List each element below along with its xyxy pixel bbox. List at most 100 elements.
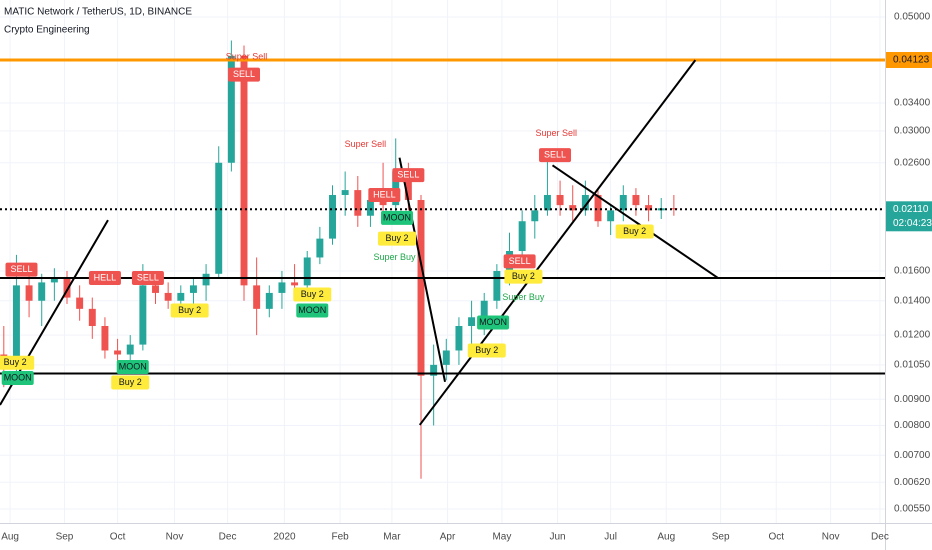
- y-tick-label: 0.01200: [894, 330, 931, 341]
- candle-body: [442, 350, 450, 365]
- candle-body: [468, 317, 476, 327]
- signal-box: [503, 254, 536, 269]
- signal-label: SELL: [10, 264, 32, 274]
- signal-box: [116, 360, 149, 375]
- trendline: [398, 157, 447, 383]
- x-tick-label: Oct: [768, 532, 784, 543]
- signal-box: [170, 303, 209, 318]
- y-tick-label: 0.00550: [894, 504, 931, 515]
- x-tick-label: Apr: [440, 532, 456, 543]
- signal-box: [377, 231, 416, 246]
- signal-label: Buy 2: [385, 233, 408, 243]
- candle-body: [227, 55, 235, 163]
- candle-body: [354, 190, 362, 216]
- signal-label: Super Sell: [345, 139, 387, 149]
- signal-label: SELL: [509, 256, 531, 266]
- signal-label: Buy 2: [475, 345, 498, 355]
- signal-box: [131, 271, 164, 286]
- signal-label: Super Sell: [226, 51, 268, 61]
- candle-body: [76, 297, 84, 309]
- x-tick-label: Jun: [549, 532, 565, 543]
- candle-body: [455, 326, 463, 351]
- candle-body: [480, 300, 488, 318]
- candle-body: [581, 194, 589, 211]
- candle-body: [139, 285, 147, 345]
- candle-body: [303, 257, 311, 286]
- candle-body: [164, 292, 172, 301]
- signal-box: [1, 370, 34, 385]
- candle-body: [202, 273, 210, 286]
- candle-body: [493, 270, 501, 301]
- signal-label: HELL: [373, 189, 396, 199]
- candle-body: [177, 292, 185, 301]
- signal-label: HELL: [94, 272, 117, 282]
- signal-box: [293, 287, 332, 302]
- signal-label: SELL: [397, 169, 419, 179]
- y-tick-label: 0.03000: [894, 126, 931, 137]
- signal-label: Buy 2: [119, 377, 142, 387]
- signal-box: [477, 315, 510, 330]
- candle-body: [278, 282, 286, 293]
- candle-body: [152, 285, 159, 293]
- candle-body: [632, 194, 640, 206]
- candle-body: [556, 194, 564, 206]
- x-tick-label: Nov: [822, 532, 840, 543]
- x-tick-label: Feb: [331, 532, 349, 543]
- y-tick-label: 0.00620: [894, 477, 931, 488]
- candle-body: [50, 278, 58, 283]
- candle-body: [329, 194, 336, 239]
- candle-body: [126, 344, 134, 355]
- candle-body: [518, 221, 526, 252]
- signal-box: [111, 375, 150, 390]
- axes: 0.00550 0.00620 0.00700 0.00800 0.00900 0.010…: [1, 12, 932, 543]
- candle-body: [379, 199, 387, 206]
- signal-label: Buy 2: [4, 357, 27, 367]
- candle-body: [114, 350, 122, 355]
- y-tick-label: 0.00800: [894, 420, 931, 431]
- signal-box: [504, 269, 543, 284]
- signal-label: Super Buy: [373, 252, 416, 262]
- signal-label: MOON: [4, 372, 32, 382]
- x-tick-label: Oct: [110, 532, 126, 543]
- candle-body: [404, 171, 412, 200]
- candle-body: [417, 199, 425, 376]
- last-price-marker: [886, 201, 932, 232]
- signal-label: MOON: [383, 212, 411, 222]
- candle-body: [430, 364, 438, 376]
- y-tick-label: 0.05000: [894, 12, 931, 23]
- candle-body: [189, 285, 197, 293]
- candle-body: [670, 208, 678, 210]
- x-tick-label: Sep: [712, 532, 730, 543]
- x-tick-label: 2020: [273, 532, 296, 543]
- signal-box: [539, 148, 572, 163]
- candle-body: [569, 205, 577, 211]
- candle-body: [531, 210, 539, 222]
- candle-body: [316, 238, 324, 258]
- signal-label: SELL: [137, 272, 159, 282]
- candle-body: [25, 285, 33, 301]
- candle-body: [543, 194, 551, 211]
- y-tick-label: 0.02600: [894, 157, 931, 168]
- last-price-label: 0.02110: [893, 204, 929, 215]
- x-tick-label: Aug: [657, 532, 675, 543]
- candle-body: [265, 292, 273, 309]
- signal-label: MOON: [479, 317, 507, 327]
- signal-box: [615, 224, 654, 239]
- y-tick-label: 0.00700: [894, 450, 931, 461]
- candle-body: [240, 55, 248, 286]
- x-tick-label: Dec: [219, 532, 237, 543]
- signal-box: [467, 343, 506, 358]
- y-tick-label: 0.01050: [894, 360, 931, 371]
- signal-label: Buy 2: [623, 226, 646, 236]
- signal-label: Buy 2: [178, 305, 201, 315]
- signal-box: [380, 210, 413, 225]
- x-tick-label: Mar: [383, 532, 401, 543]
- signal-box: [88, 271, 121, 286]
- trendline: [551, 164, 719, 279]
- x-tick-label: Sep: [56, 532, 74, 543]
- signal-label: MOON: [298, 305, 326, 315]
- x-tick-label: Dec: [871, 532, 889, 543]
- x-tick-label: Nov: [166, 532, 184, 543]
